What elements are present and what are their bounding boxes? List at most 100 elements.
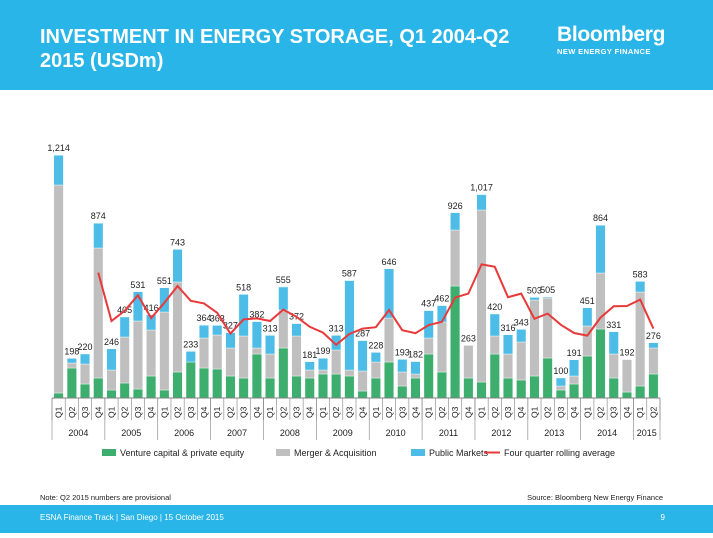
bar-segment [185, 361, 196, 399]
bar-segment [238, 335, 249, 379]
bar-segment [66, 358, 77, 364]
bar-segment [476, 209, 487, 383]
year-label: 2007 [227, 428, 247, 438]
page-number: 9 [660, 513, 665, 522]
legend-label: Four quarter rolling average [504, 448, 615, 458]
bar-segment [80, 363, 91, 385]
quarter-label: Q2 [490, 406, 500, 418]
bar-segment [304, 377, 315, 399]
quarter-label: Q4 [305, 406, 315, 418]
bar-segment [344, 280, 355, 371]
bar-segment [608, 353, 619, 379]
total-label: 531 [130, 280, 145, 290]
bar-segment [489, 335, 500, 355]
bar-segment [569, 383, 580, 399]
quarter-label: Q2 [384, 406, 394, 418]
quarter-label: Q2 [67, 406, 77, 418]
quarter-label: Q3 [292, 406, 302, 418]
bar-segment [93, 247, 104, 379]
brand-name: Bloomberg [557, 23, 666, 46]
year-label: 2004 [68, 428, 88, 438]
bar-segment [529, 375, 540, 399]
total-label: 327 [223, 321, 238, 331]
bar-segment [132, 388, 143, 399]
quarter-label: Q1 [318, 406, 328, 418]
total-label: 181 [302, 350, 317, 360]
bar-segment [357, 390, 368, 399]
bar-segment [159, 311, 170, 391]
quarter-label: Q3 [133, 406, 143, 418]
quarter-label: Q4 [358, 406, 368, 418]
bar-segment [503, 377, 513, 399]
quarter-label: Q3 [397, 406, 407, 418]
bar-segment [212, 334, 223, 370]
bar-segment [397, 385, 408, 399]
total-label: 1,214 [47, 143, 70, 153]
quarter-label: Q2 [543, 406, 553, 418]
total-label: 505 [540, 285, 555, 295]
year-label: 2014 [597, 428, 617, 438]
bar-segment [172, 249, 183, 283]
bar-segment [582, 355, 593, 399]
total-label: 193 [395, 347, 410, 357]
slide-footer: ESNA Finance Track | San Diego | 15 Octo… [0, 505, 713, 533]
year-label: 2012 [491, 428, 511, 438]
quarter-label: Q4 [252, 406, 262, 418]
bar-segment [291, 323, 302, 337]
bar-segment [648, 373, 659, 399]
quarter-label: Q1 [582, 406, 592, 418]
bar-segment [265, 377, 276, 399]
total-label: 228 [368, 340, 383, 350]
year-label: 2010 [386, 428, 406, 438]
bar-segment [146, 314, 157, 331]
bar-segment [66, 362, 77, 369]
provisional-note: Note: Q2 2015 numbers are provisional [40, 493, 171, 502]
bar-segment [476, 381, 487, 399]
bar-segment [622, 391, 632, 399]
source-note: Source: Bloomberg New Energy Finance [527, 493, 663, 502]
bar-segment [648, 342, 659, 349]
bar-segment [304, 369, 315, 379]
bar-segment [622, 359, 632, 393]
quarter-label: Q1 [371, 406, 381, 418]
bar-segment [93, 377, 104, 399]
bar-segment [608, 377, 619, 399]
quarter-label: Q3 [556, 406, 566, 418]
quarter-label: Q1 [212, 406, 222, 418]
bar-segment [489, 313, 500, 337]
bar-segment [146, 329, 157, 377]
bar-segment [370, 352, 381, 363]
legend-label: Venture capital & private equity [120, 448, 245, 458]
bar-segment [397, 371, 408, 387]
bar-segment [384, 361, 395, 399]
quarter-label: Q4 [146, 406, 156, 418]
total-label: 220 [78, 342, 93, 352]
bar-segment [608, 331, 619, 355]
total-label: 246 [104, 337, 119, 347]
bar-segment [225, 347, 236, 377]
quarter-label: Q3 [344, 406, 354, 418]
total-label: 343 [514, 317, 529, 327]
total-label: 313 [263, 323, 278, 333]
bar-segment [555, 377, 566, 387]
bar-segment [384, 268, 395, 319]
bar-segment [555, 389, 566, 399]
bar-segment [318, 369, 328, 375]
total-label: 874 [91, 211, 106, 221]
quarter-label: Q2 [120, 406, 130, 418]
total-label: 451 [580, 296, 595, 306]
bar-segment [278, 286, 289, 311]
total-label: 382 [249, 310, 264, 320]
bar-segment [132, 291, 143, 322]
bar-segment [542, 296, 553, 299]
bar-segment [106, 348, 117, 371]
quarter-label: Q2 [173, 406, 183, 418]
bar-segment [436, 321, 447, 373]
slide-header: INVESTMENT IN ENERGY STORAGE, Q1 2004-Q2… [0, 0, 713, 90]
total-label: 331 [606, 320, 621, 330]
bar-segment [542, 297, 553, 359]
bar-segment [265, 353, 276, 379]
brand-subtitle: NEW ENERGY FINANCE [557, 47, 651, 56]
quarter-label: Q1 [635, 406, 645, 418]
bar-segment [318, 357, 328, 371]
